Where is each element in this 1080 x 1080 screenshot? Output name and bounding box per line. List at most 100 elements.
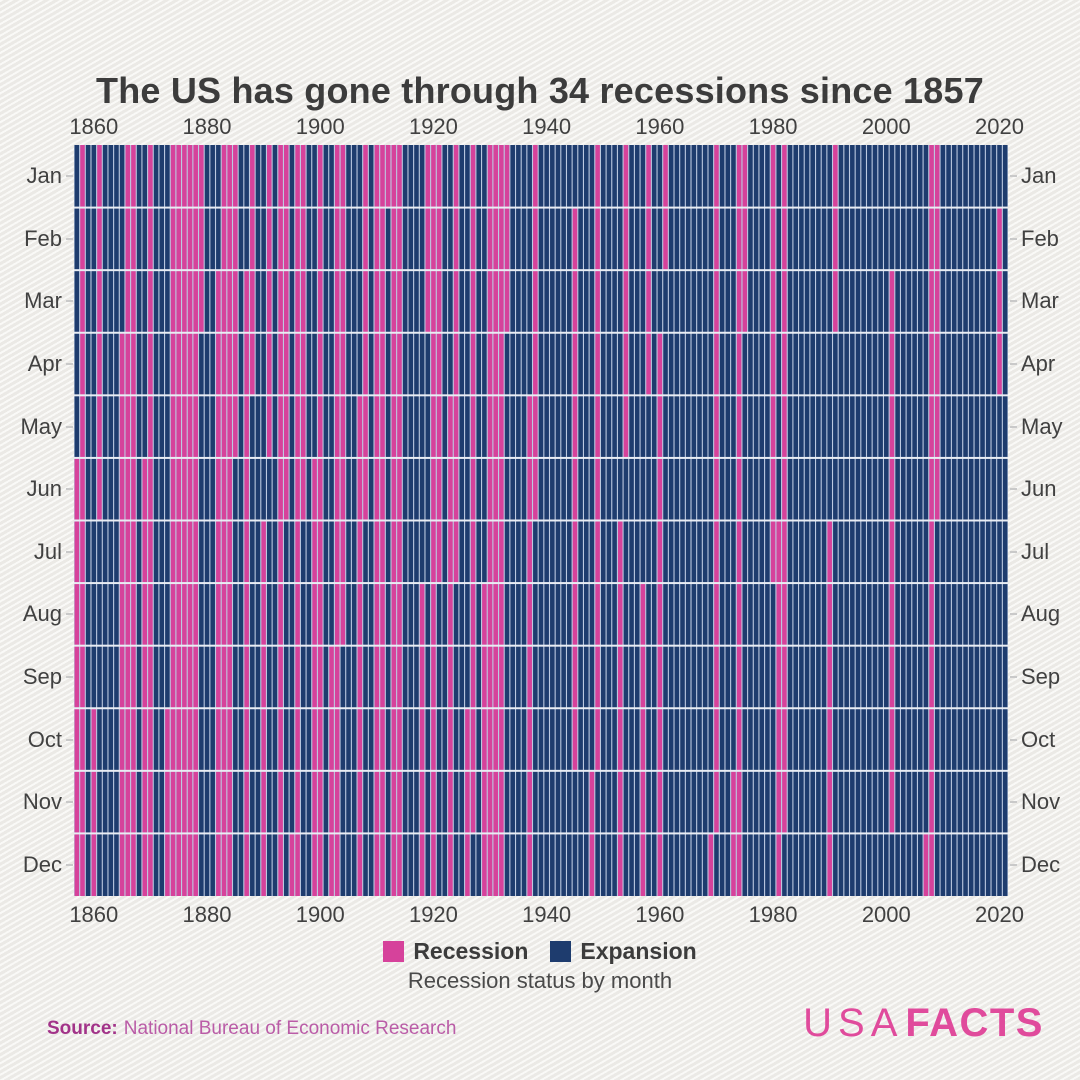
month-cell [974,207,980,271]
month-cell [459,520,465,584]
month-cell [765,708,770,771]
month-cell [312,770,317,834]
month-cell [346,833,351,896]
month-cell [929,145,934,208]
month-cell [753,770,759,834]
month-cell [555,395,561,458]
month-cell [204,770,210,834]
month-cell [329,708,334,771]
month-cell [85,583,91,646]
month-cell [600,520,606,584]
month-cell [233,457,238,521]
month-cell [906,520,912,584]
month-cell [957,770,963,834]
month-cell [476,395,482,458]
month-cell [272,770,278,834]
month-cell [861,708,866,771]
month-cell [182,457,187,521]
month-cell [640,332,646,396]
month-cell [510,770,515,834]
month-cell [272,457,278,521]
month-cell [810,332,815,396]
month-cell [459,833,465,896]
month-cell [193,645,198,709]
month-cell [957,645,963,709]
month-cell [119,332,125,396]
month-cell [589,708,595,771]
month-cell [855,645,861,709]
month-cell [697,457,702,521]
month-cell [957,332,963,396]
month-cell [250,645,255,709]
month-cell [991,457,997,521]
month-cell [567,145,572,208]
month-cell [940,207,946,271]
month-cell [295,270,300,333]
month-cell [980,457,985,521]
month-cell [199,520,204,584]
month-cell [351,145,357,208]
month-cell [691,457,697,521]
month-cell [300,520,306,584]
month-cell [148,583,153,646]
month-cell [923,332,929,396]
month-cell [974,270,980,333]
month-cell [91,520,97,584]
month-cell [685,457,691,521]
month-cell [589,270,595,333]
month-cell [793,270,799,333]
month-cell [963,270,968,333]
month-cell [476,145,482,208]
month-cell [980,583,985,646]
month-cell [244,520,249,584]
month-cell [482,145,487,208]
month-cell [844,395,849,458]
month-cell [510,833,515,896]
month-cell [940,332,946,396]
month-cell [550,332,555,396]
month-cell [148,395,153,458]
month-cell [640,395,646,458]
month-cell [368,332,374,396]
month-cell [567,645,572,709]
month-cell [459,583,465,646]
month-cell [844,457,849,521]
month-cell [838,520,844,584]
month-cell [102,708,108,771]
month-cell [165,395,170,458]
year-tick-label-top: 1920 [408,114,458,139]
month-cell [612,207,617,271]
month-cell [963,833,968,896]
month-cell [402,770,408,834]
month-cell [148,708,153,771]
month-cell [850,645,855,709]
month-cell [323,520,329,584]
month-cell [550,583,555,646]
month-cell [159,457,165,521]
month-cell [295,708,300,771]
month-cell [685,645,691,709]
month-cell [697,207,702,271]
month-cell [419,332,425,396]
month-cell [544,770,549,834]
month-cell [125,270,131,333]
month-cell [261,145,266,208]
month-cell [668,583,674,646]
month-cell [651,395,657,458]
month-cell [963,457,968,521]
month-cell [414,708,419,771]
month-cell [448,583,453,646]
month-cell [221,207,227,271]
source-label: Source: [47,1018,118,1039]
month-cell [187,583,193,646]
month-cell [351,833,357,896]
month-cell [584,583,589,646]
month-cell [963,395,968,458]
month-cell [448,395,453,458]
month-cell [680,145,685,208]
month-cell [629,207,634,271]
month-cell [199,145,204,208]
month-cell [816,645,821,709]
month-cell [787,520,793,584]
month-cell [957,207,963,271]
